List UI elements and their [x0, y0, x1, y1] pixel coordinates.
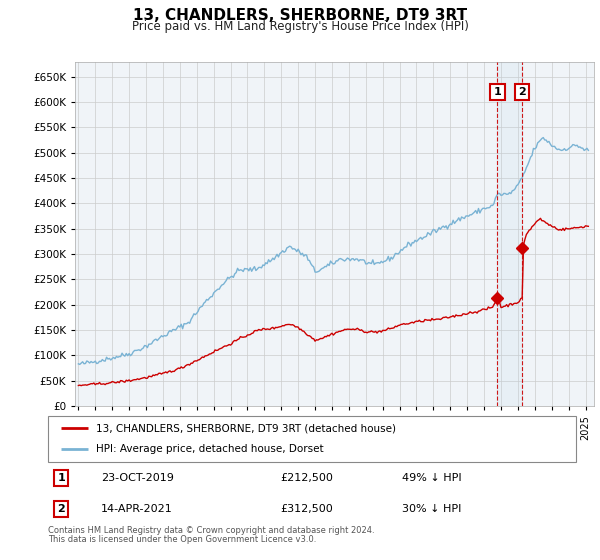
Text: £312,500: £312,500	[280, 504, 333, 514]
Text: 13, CHANDLERS, SHERBORNE, DT9 3RT: 13, CHANDLERS, SHERBORNE, DT9 3RT	[133, 8, 467, 24]
Text: 2: 2	[518, 87, 526, 97]
FancyBboxPatch shape	[48, 416, 576, 462]
Text: 30% ↓ HPI: 30% ↓ HPI	[402, 504, 461, 514]
Text: HPI: Average price, detached house, Dorset: HPI: Average price, detached house, Dors…	[95, 445, 323, 455]
Text: This data is licensed under the Open Government Licence v3.0.: This data is licensed under the Open Gov…	[48, 535, 316, 544]
Text: 14-APR-2021: 14-APR-2021	[101, 504, 173, 514]
Text: Contains HM Land Registry data © Crown copyright and database right 2024.: Contains HM Land Registry data © Crown c…	[48, 526, 374, 535]
Text: 23-OCT-2019: 23-OCT-2019	[101, 473, 173, 483]
Text: Price paid vs. HM Land Registry's House Price Index (HPI): Price paid vs. HM Land Registry's House …	[131, 20, 469, 32]
Text: 1: 1	[58, 473, 65, 483]
Text: 1: 1	[494, 87, 502, 97]
Text: £212,500: £212,500	[280, 473, 333, 483]
Text: 49% ↓ HPI: 49% ↓ HPI	[402, 473, 461, 483]
Text: 2: 2	[58, 504, 65, 514]
Text: 13, CHANDLERS, SHERBORNE, DT9 3RT (detached house): 13, CHANDLERS, SHERBORNE, DT9 3RT (detac…	[95, 423, 395, 433]
Bar	[497, 62, 522, 406]
